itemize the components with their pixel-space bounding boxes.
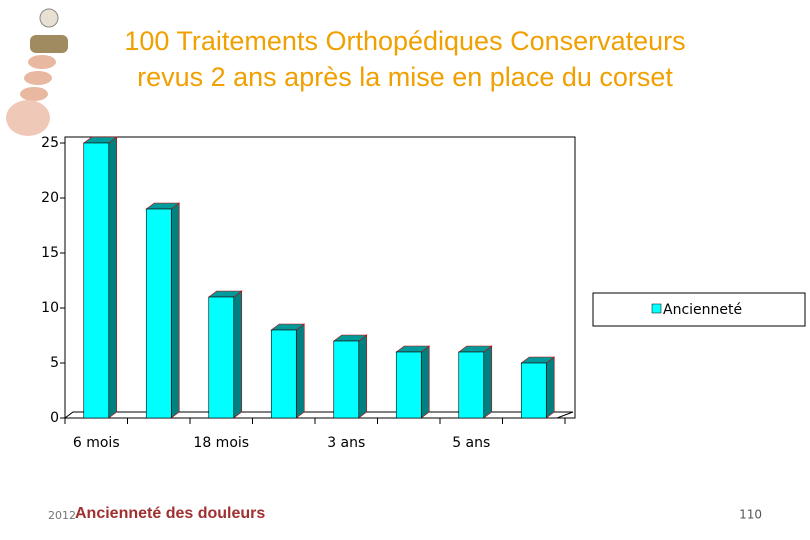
legend-swatch xyxy=(651,303,662,314)
chart-subtitle: revus 2 ans après la mise en place du co… xyxy=(137,62,673,92)
x-tick-label: 3 ans xyxy=(327,435,365,451)
bar-side xyxy=(483,345,493,419)
legend-label: Ancienneté xyxy=(663,302,742,318)
bar xyxy=(83,142,110,419)
bar-side xyxy=(358,334,368,419)
y-tick-label: 5 xyxy=(50,355,59,371)
y-tick-label: 10 xyxy=(41,300,59,316)
bar xyxy=(270,329,297,419)
bar-side xyxy=(545,356,555,419)
plot-frame xyxy=(64,136,576,419)
legend-box xyxy=(592,292,806,327)
floor xyxy=(63,411,574,419)
bar xyxy=(208,296,235,419)
page-number: 110 xyxy=(739,508,762,522)
x-tick-label: 18 mois xyxy=(193,435,249,451)
y-tick-label: 20 xyxy=(41,190,59,206)
y-tick-label: 15 xyxy=(41,245,59,261)
footer-caption: Ancienneté des douleurs xyxy=(75,505,265,522)
bar-side xyxy=(295,323,305,419)
bar-side xyxy=(233,290,243,419)
y-tick-label: 25 xyxy=(41,135,59,151)
bar xyxy=(333,340,360,419)
bar-side xyxy=(170,202,180,419)
chart-title: 100 Traitements Orthopédiques Conservate… xyxy=(124,26,685,56)
y-tick-label: 0 xyxy=(50,410,59,426)
bar xyxy=(395,351,422,419)
bar xyxy=(458,351,485,419)
x-tick-label: 5 ans xyxy=(452,435,490,451)
bar-side xyxy=(108,136,118,419)
footer-year: 2012 xyxy=(48,509,76,522)
bar xyxy=(520,362,547,419)
x-tick-label: 6 mois xyxy=(73,435,120,451)
bar-side xyxy=(420,345,430,419)
spine-icon xyxy=(6,8,68,136)
bar xyxy=(145,208,172,419)
